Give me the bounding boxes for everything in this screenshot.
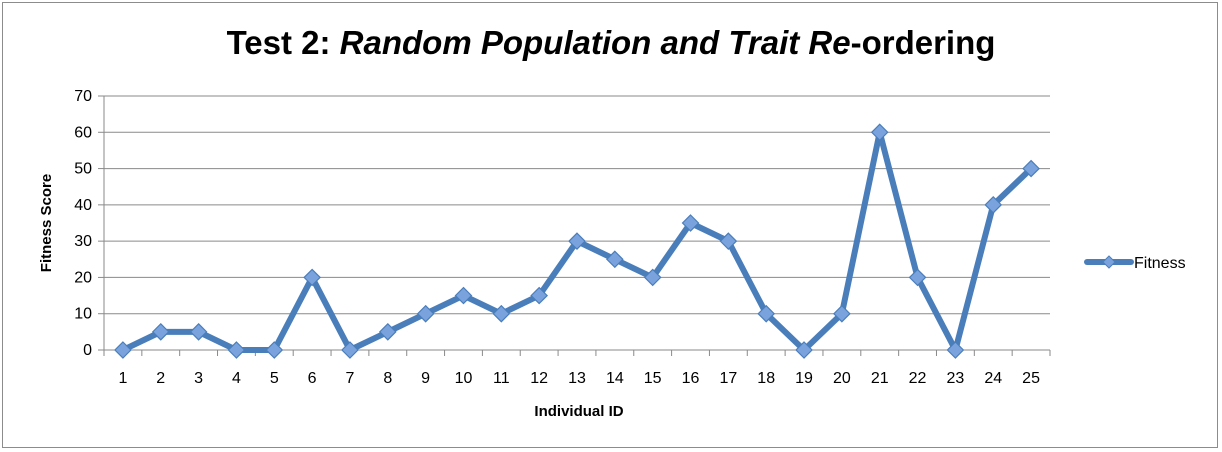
data-point-2 bbox=[151, 323, 170, 341]
y-tick-label-30: 30 bbox=[74, 233, 92, 250]
x-tick-label-6: 6 bbox=[308, 370, 317, 387]
chart-title-prefix: Test 2: bbox=[226, 24, 340, 61]
data-point-18 bbox=[757, 304, 776, 323]
x-tick-label-2: 2 bbox=[156, 370, 165, 387]
data-point-15 bbox=[643, 268, 662, 287]
x-tick-label-8: 8 bbox=[383, 370, 392, 387]
data-point-6 bbox=[303, 268, 321, 287]
data-point-1 bbox=[114, 341, 132, 359]
x-tick-label-11: 11 bbox=[493, 370, 510, 387]
data-point-9 bbox=[416, 304, 435, 323]
x-tick-label-13: 13 bbox=[568, 370, 586, 387]
data-point-19 bbox=[795, 341, 813, 359]
y-tick-label-50: 50 bbox=[74, 161, 92, 178]
y-tick-label-20: 20 bbox=[74, 269, 92, 286]
x-tick-label-5: 5 bbox=[270, 370, 279, 387]
data-point-21 bbox=[870, 123, 889, 142]
y-axis-label: Fitness Score bbox=[38, 174, 55, 272]
data-point-25 bbox=[1022, 159, 1040, 178]
y-tick-labels: 0 10 20 30 40 50 60 70 bbox=[74, 88, 92, 359]
x-tick-label-21: 21 bbox=[871, 370, 889, 387]
legend: Fitness bbox=[1084, 255, 1186, 272]
data-point-12 bbox=[530, 286, 549, 305]
chart-title: Test 2: Random Population and Trait Re-o… bbox=[0, 24, 1222, 62]
legend-marker-fitness bbox=[1102, 255, 1116, 269]
y-tick-label-10: 10 bbox=[74, 306, 92, 323]
x-axis-label: Individual ID bbox=[534, 403, 623, 420]
data-point-13 bbox=[568, 232, 586, 250]
x-tick-label-9: 9 bbox=[421, 370, 430, 387]
x-tick-label-24: 24 bbox=[984, 370, 1002, 387]
data-point-3 bbox=[189, 323, 208, 341]
data-point-11 bbox=[492, 304, 511, 323]
chart-title-suffix: -ordering bbox=[850, 24, 996, 61]
x-tick-labels: 1 2 3 4 5 6 7 8 9 10 11 12 13 14 15 16 17 18 19 20 21 22 23 24 2… bbox=[118, 370, 1040, 387]
legend-label-fitness: Fitness bbox=[1134, 255, 1186, 272]
x-tick-label-1: 1 bbox=[118, 370, 127, 387]
y-tick-label-60: 60 bbox=[74, 124, 92, 141]
x-tick-label-7: 7 bbox=[346, 370, 355, 387]
x-tick-label-25: 25 bbox=[1022, 370, 1040, 387]
x-tick-label-3: 3 bbox=[194, 370, 203, 387]
data-point-24 bbox=[984, 196, 1003, 214]
data-point-22 bbox=[908, 268, 927, 287]
x-tick-label-16: 16 bbox=[682, 370, 700, 387]
data-point-16 bbox=[681, 214, 700, 232]
y-tick-label-40: 40 bbox=[74, 197, 92, 214]
x-tick-label-12: 12 bbox=[530, 370, 548, 387]
gridlines bbox=[104, 95, 1050, 315]
data-point-10 bbox=[454, 286, 473, 305]
x-tick-label-19: 19 bbox=[795, 370, 813, 387]
series-layer bbox=[114, 123, 1040, 359]
data-point-23 bbox=[946, 341, 965, 359]
chart-title-italic: Random Population and Trait Re bbox=[339, 24, 851, 61]
data-point-7 bbox=[341, 341, 359, 359]
data-point-4 bbox=[227, 341, 246, 359]
x-tick-label-15: 15 bbox=[644, 370, 662, 387]
y-tick-label-70: 70 bbox=[74, 88, 92, 105]
x-tick-label-20: 20 bbox=[833, 370, 851, 387]
data-point-20 bbox=[833, 304, 851, 323]
data-point-17 bbox=[719, 232, 738, 250]
x-tick-label-22: 22 bbox=[909, 370, 927, 387]
x-tick-label-17: 17 bbox=[719, 370, 737, 387]
y-tick-label-0: 0 bbox=[83, 342, 92, 359]
x-tick-label-14: 14 bbox=[606, 370, 624, 387]
x-tick-label-23: 23 bbox=[947, 370, 965, 387]
data-point-14 bbox=[605, 250, 624, 269]
data-point-5 bbox=[265, 341, 284, 359]
x-tick-label-4: 4 bbox=[232, 370, 241, 387]
data-point-8 bbox=[378, 323, 397, 341]
x-tick-label-18: 18 bbox=[757, 370, 775, 387]
x-tick-label-10: 10 bbox=[455, 370, 473, 387]
